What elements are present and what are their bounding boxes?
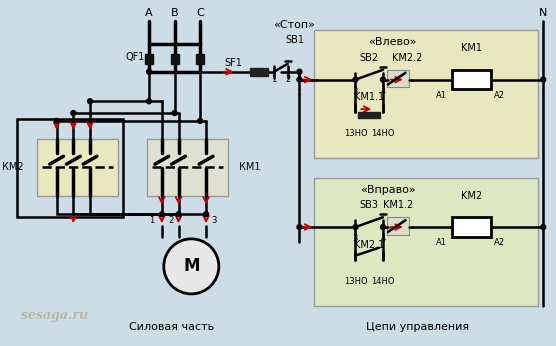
Bar — [37, 139, 117, 195]
Text: N: N — [539, 8, 548, 18]
Text: sesaga.ru: sesaga.ru — [21, 309, 88, 322]
Text: A: A — [145, 8, 153, 18]
Circle shape — [54, 118, 59, 124]
Bar — [171, 54, 178, 64]
Text: Силовая часть: Силовая часть — [129, 322, 214, 332]
Text: KM1.2: KM1.2 — [383, 200, 413, 210]
Circle shape — [160, 212, 164, 217]
Bar — [452, 217, 491, 237]
Bar — [452, 70, 491, 90]
Text: 1: 1 — [271, 75, 276, 84]
Bar — [359, 112, 380, 118]
Text: 1: 1 — [150, 216, 155, 225]
Text: 13НО: 13НО — [344, 129, 368, 138]
Text: A1: A1 — [436, 91, 447, 100]
Circle shape — [353, 225, 358, 229]
Text: KM2: KM2 — [461, 191, 482, 201]
Circle shape — [176, 212, 181, 217]
Text: QF1: QF1 — [126, 52, 145, 62]
Text: KM2.2: KM2.2 — [393, 53, 423, 63]
Text: 14НО: 14НО — [371, 129, 395, 138]
Text: КМ1: КМ1 — [240, 162, 261, 172]
Text: 4: 4 — [380, 234, 386, 243]
Text: A2: A2 — [494, 91, 505, 100]
Text: 4: 4 — [380, 87, 386, 96]
Circle shape — [88, 99, 92, 104]
Text: SB3: SB3 — [360, 200, 379, 210]
Bar — [314, 30, 538, 158]
Text: «Влево»: «Влево» — [369, 37, 417, 47]
Circle shape — [297, 69, 302, 74]
Circle shape — [147, 69, 151, 74]
Circle shape — [164, 239, 219, 294]
Circle shape — [147, 99, 151, 104]
Text: 3: 3 — [211, 216, 217, 225]
Text: KM2.1: KM2.1 — [354, 240, 384, 250]
Text: 3: 3 — [353, 234, 358, 243]
Circle shape — [297, 225, 302, 229]
Circle shape — [297, 77, 302, 82]
Bar — [17, 119, 123, 217]
Text: 2: 2 — [168, 216, 173, 225]
Text: «Стоп»: «Стоп» — [274, 20, 315, 29]
Circle shape — [380, 225, 385, 229]
Text: SB2: SB2 — [360, 53, 379, 63]
Text: «Вправо»: «Вправо» — [360, 185, 416, 195]
Circle shape — [380, 77, 385, 82]
Circle shape — [541, 225, 545, 229]
Text: KM1.1: KM1.1 — [354, 92, 384, 102]
Circle shape — [172, 111, 177, 116]
Bar — [314, 178, 538, 306]
Text: SF1: SF1 — [225, 58, 242, 68]
Text: C: C — [196, 8, 204, 18]
Text: М: М — [183, 257, 200, 275]
Text: A1: A1 — [436, 238, 447, 247]
Bar — [387, 217, 409, 235]
Bar — [147, 139, 227, 195]
Bar — [250, 68, 268, 76]
Circle shape — [198, 118, 202, 124]
Text: 14НО: 14НО — [371, 277, 395, 286]
Text: 13НО: 13НО — [344, 277, 368, 286]
Text: B: B — [171, 8, 178, 18]
Text: SB1: SB1 — [285, 35, 304, 45]
Circle shape — [71, 111, 76, 116]
Bar — [387, 70, 409, 88]
Text: КМ2: КМ2 — [2, 162, 23, 172]
Bar — [145, 54, 153, 64]
Text: Цепи управления: Цепи управления — [366, 322, 469, 332]
Circle shape — [203, 212, 208, 217]
Bar — [196, 54, 204, 64]
Text: A2: A2 — [494, 238, 505, 247]
Text: 3: 3 — [353, 87, 358, 96]
Circle shape — [353, 77, 358, 82]
Text: 2: 2 — [285, 75, 290, 84]
Circle shape — [541, 77, 545, 82]
Text: KM1: KM1 — [461, 43, 482, 53]
